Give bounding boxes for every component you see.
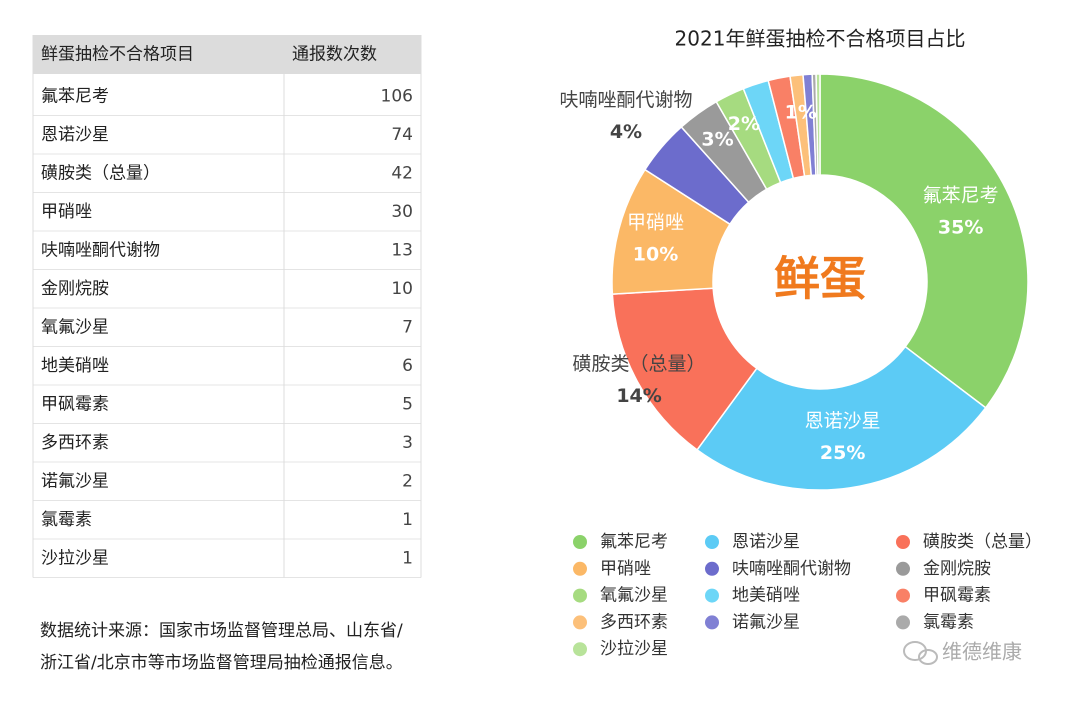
table-cell: 1 [402, 548, 413, 568]
source: 浙江省/北京市等市场监督管理局抽检通报信息。 [40, 653, 403, 673]
legend-swatch [573, 561, 587, 576]
slice-name: 氟苯尼考 [923, 185, 999, 207]
slice-name: 呋喃唑酮代谢物 [559, 89, 692, 111]
source: 数据统计来源：国家市场监督管理总局、山东省/ [40, 621, 403, 641]
legend-swatch [573, 615, 587, 630]
slice-value: 25% [820, 442, 865, 464]
table-cell: 2 [402, 471, 413, 491]
legend-label: 氟苯尼考 [600, 532, 668, 552]
table-cell: 10 [391, 279, 413, 299]
center-label: 鲜蛋 [774, 252, 866, 306]
table-cell: 13 [391, 240, 413, 260]
table-cell: 氧氟沙星 [41, 317, 109, 337]
table-cell: 42 [391, 163, 413, 183]
slice [696, 345, 987, 491]
legend-label: 呋喃唑酮代谢物 [732, 559, 851, 579]
table-cell: 地美硝唑 [41, 356, 109, 376]
table-cell: 74 [391, 125, 413, 145]
legend-label: 恩诺沙星 [732, 532, 800, 552]
legend-label: 诺氟沙星 [732, 612, 800, 632]
table-cell: 呋喃唑酮代谢物 [41, 240, 160, 260]
table-cell: 1 [402, 510, 413, 530]
slice-value: 35% [938, 217, 983, 239]
table-header: 鲜蛋抽检不合格项目 [41, 45, 194, 65]
legend-label: 甲硝唑 [600, 559, 651, 579]
table-cell: 金刚烷胺 [41, 279, 109, 299]
slice [611, 287, 758, 451]
table-cell: 氟苯尼考 [41, 86, 109, 106]
table-cell: 磺胺类（总量） [41, 163, 160, 183]
slice [819, 73, 1029, 409]
slice-value: 3% [701, 129, 733, 151]
table-header-bg [33, 35, 421, 74]
slice-name: 甲硝唑 [627, 211, 684, 233]
legend-label: 多西环素 [600, 612, 668, 632]
legend-swatch [705, 588, 719, 603]
slice-value: 1% [785, 102, 817, 124]
watermark-icon [903, 641, 938, 665]
table-cell: 106 [381, 86, 413, 106]
table-cell: 恩诺沙星 [41, 125, 109, 145]
legend-label: 甲砜霉素 [923, 586, 991, 606]
table-cell: 7 [402, 317, 413, 337]
legend-swatch [573, 535, 587, 549]
table-cell: 30 [391, 202, 413, 222]
table-cell: 甲硝唑 [41, 202, 92, 222]
watermark: 维德维康 [942, 640, 1022, 664]
legend-swatch [705, 535, 719, 549]
legend-label: 氯霉素 [923, 612, 974, 632]
slice-name: 磺胺类（总量） [573, 353, 706, 375]
legend-label: 金刚烷胺 [923, 559, 991, 579]
table-cell: 多西环素 [41, 433, 109, 453]
slice-value: 10% [633, 243, 678, 265]
table-cell: 氯霉素 [41, 510, 92, 530]
legend-swatch [573, 642, 587, 657]
table-header: 通报数次数 [292, 45, 377, 65]
legend-swatch [573, 588, 587, 603]
legend-label: 磺胺类（总量） [923, 532, 1042, 552]
slice [815, 73, 821, 176]
legend-label: 氧氟沙星 [600, 586, 668, 606]
legend-swatch [896, 561, 910, 576]
table-cell: 5 [402, 394, 413, 414]
table-cell: 甲砜霉素 [41, 394, 109, 414]
slice-value: 14% [616, 385, 661, 407]
slice-name: 恩诺沙星 [805, 410, 881, 432]
legend-swatch [705, 615, 719, 630]
table-cell: 6 [402, 356, 413, 376]
slice-value: 4% [610, 121, 642, 143]
legend-label: 地美硝唑 [732, 586, 800, 606]
legend-label: 沙拉沙星 [600, 639, 668, 659]
legend-swatch [896, 535, 910, 549]
legend-swatch [896, 615, 910, 630]
table-cell: 3 [402, 433, 413, 453]
table-cell: 沙拉沙星 [41, 548, 109, 568]
legend-swatch [705, 561, 719, 576]
slice-value: 2% [728, 113, 760, 135]
chart-title: 2021年鲜蛋抽检不合格项目占比 [675, 27, 966, 51]
legend-swatch [896, 588, 910, 603]
table-cell: 诺氟沙星 [41, 471, 109, 491]
